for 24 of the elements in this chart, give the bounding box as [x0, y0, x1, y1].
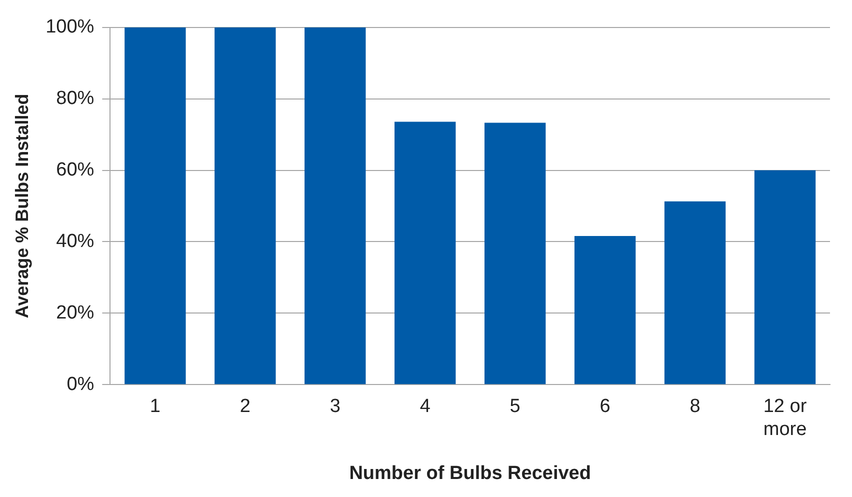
y-tick-label: 20%	[56, 302, 94, 324]
x-tick-label: 2	[240, 396, 250, 418]
x-tick-label: 4	[420, 396, 431, 418]
bar	[394, 122, 456, 384]
x-tick-label: 1	[150, 396, 160, 418]
x-tick-label: 3	[330, 396, 340, 418]
x-axis-title: Number of Bulbs Received	[349, 462, 591, 484]
y-tick-label: 60%	[56, 160, 94, 181]
y-tick-label: 80%	[56, 88, 94, 110]
bar	[664, 201, 726, 384]
x-tick-label: 5	[510, 396, 520, 418]
y-tick-label: 100%	[46, 16, 94, 38]
y-tick-label: 40%	[56, 230, 94, 252]
bar	[124, 27, 186, 384]
x-tick-label: 12 or more	[763, 396, 808, 440]
x-tick-label: 8	[690, 396, 700, 418]
bar	[574, 236, 636, 384]
bar	[754, 170, 816, 384]
y-axis-title: Average % Bulbs Installed	[12, 94, 32, 318]
bar	[304, 27, 366, 384]
bar	[214, 27, 276, 384]
bar	[484, 122, 546, 384]
y-tick-label: 0%	[66, 374, 94, 395]
x-tick-label: 6	[600, 396, 610, 418]
